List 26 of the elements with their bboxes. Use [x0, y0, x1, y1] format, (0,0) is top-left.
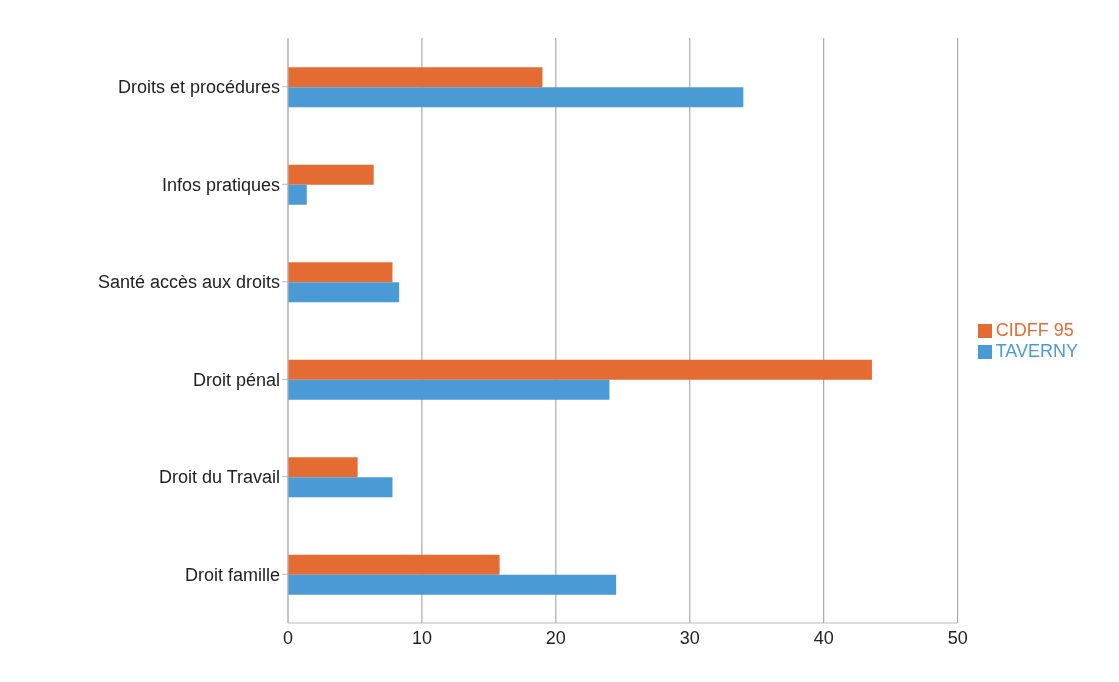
bar	[288, 477, 393, 498]
bar	[288, 184, 307, 205]
legend-label: CIDFF 95	[995, 319, 1074, 340]
y-tick-label: Infos pratiques	[161, 174, 280, 195]
x-tick-label: 10	[411, 627, 432, 648]
bar	[288, 359, 872, 380]
bar	[288, 67, 543, 88]
y-tick-label: Santé accès aux droits	[97, 272, 280, 293]
bar	[288, 282, 400, 303]
bar	[288, 554, 500, 575]
bar	[288, 87, 744, 108]
legend-label: TAVERNY	[995, 340, 1078, 361]
y-tick-label: Droit famille	[184, 564, 280, 585]
x-tick-label: 0	[282, 627, 294, 648]
x-tick-label: 30	[679, 627, 700, 648]
x-tick-label: 50	[947, 627, 968, 648]
x-tick-label: 40	[813, 627, 834, 648]
bar	[288, 164, 374, 185]
x-tick-label: 20	[545, 627, 566, 648]
bar	[288, 574, 617, 595]
y-tick-label: Droit pénal	[192, 369, 280, 390]
bar	[288, 457, 358, 478]
y-tick-label: Droits et procédures	[117, 77, 280, 98]
bar	[288, 262, 393, 283]
bar	[288, 379, 610, 400]
y-tick-label: Droit du Travail	[158, 467, 280, 488]
